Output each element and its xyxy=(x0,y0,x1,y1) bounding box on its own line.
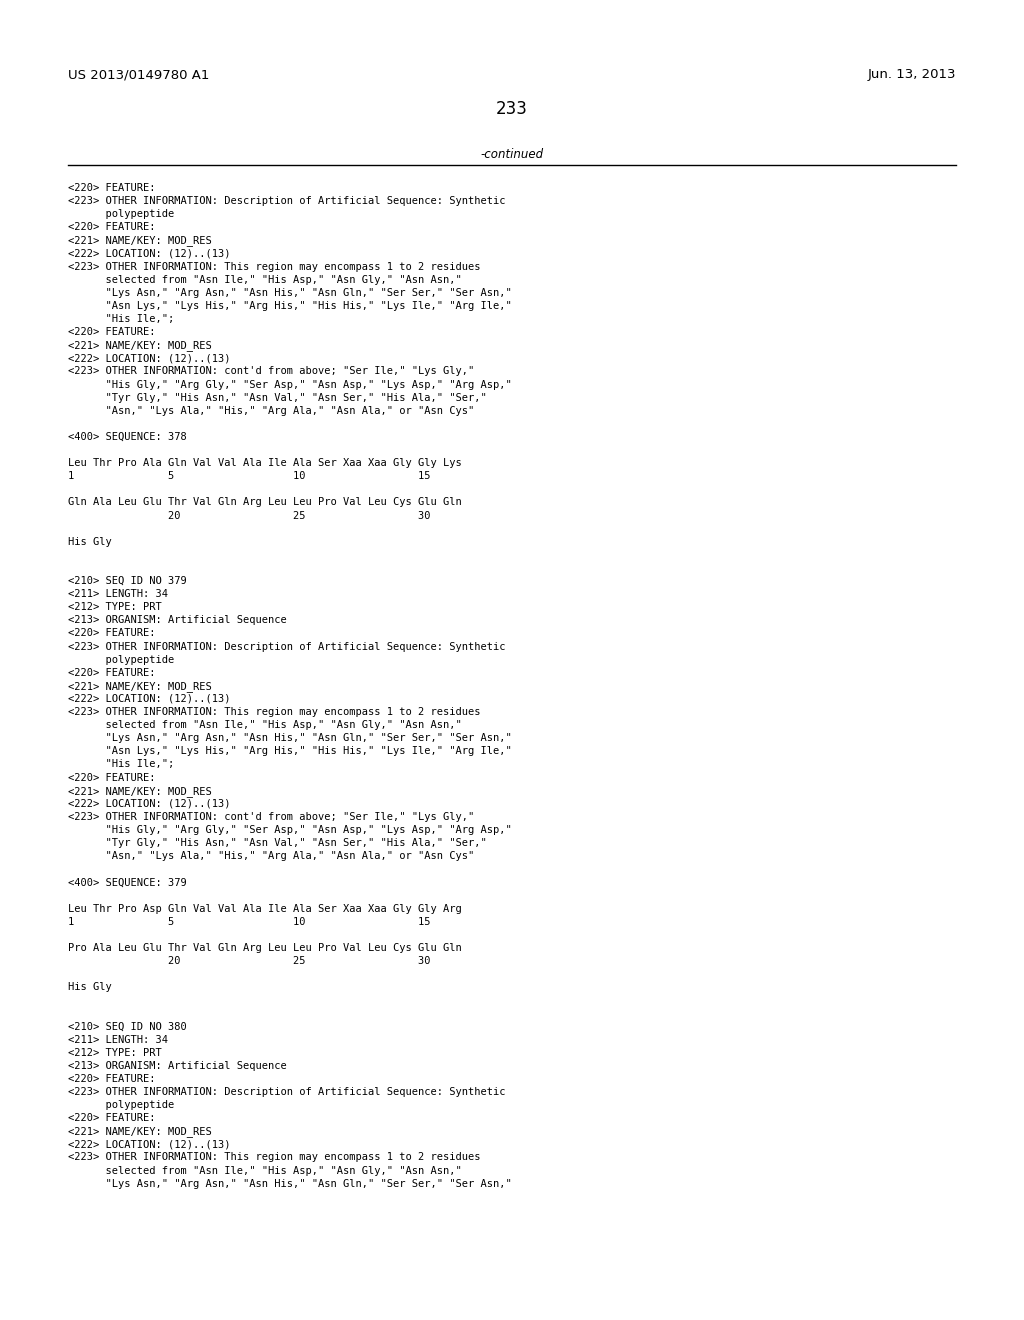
Text: <400> SEQUENCE: 379: <400> SEQUENCE: 379 xyxy=(68,878,186,887)
Text: 20                  25                  30: 20 25 30 xyxy=(68,956,430,966)
Text: "Asn," "Lys Ala," "His," "Arg Ala," "Asn Ala," or "Asn Cys": "Asn," "Lys Ala," "His," "Arg Ala," "Asn… xyxy=(68,405,474,416)
Text: <223> OTHER INFORMATION: cont'd from above; "Ser Ile," "Lys Gly,": <223> OTHER INFORMATION: cont'd from abo… xyxy=(68,812,474,822)
Text: selected from "Asn Ile," "His Asp," "Asn Gly," "Asn Asn,": selected from "Asn Ile," "His Asp," "Asn… xyxy=(68,1166,462,1176)
Text: polypeptide: polypeptide xyxy=(68,209,174,219)
Text: <212> TYPE: PRT: <212> TYPE: PRT xyxy=(68,602,162,612)
Text: "Lys Asn," "Arg Asn," "Asn His," "Asn Gln," "Ser Ser," "Ser Asn,": "Lys Asn," "Arg Asn," "Asn His," "Asn Gl… xyxy=(68,733,512,743)
Text: "Asn," "Lys Ala," "His," "Arg Ala," "Asn Ala," or "Asn Cys": "Asn," "Lys Ala," "His," "Arg Ala," "Asn… xyxy=(68,851,474,861)
Text: <220> FEATURE:: <220> FEATURE: xyxy=(68,1113,156,1123)
Text: selected from "Asn Ile," "His Asp," "Asn Gly," "Asn Asn,": selected from "Asn Ile," "His Asp," "Asn… xyxy=(68,275,462,285)
Text: Leu Thr Pro Ala Gln Val Val Ala Ile Ala Ser Xaa Xaa Gly Gly Lys: Leu Thr Pro Ala Gln Val Val Ala Ile Ala … xyxy=(68,458,462,469)
Text: "Asn Lys," "Lys His," "Arg His," "His His," "Lys Ile," "Arg Ile,": "Asn Lys," "Lys His," "Arg His," "His Hi… xyxy=(68,746,512,756)
Text: <221> NAME/KEY: MOD_RES: <221> NAME/KEY: MOD_RES xyxy=(68,235,212,247)
Text: selected from "Asn Ile," "His Asp," "Asn Gly," "Asn Asn,": selected from "Asn Ile," "His Asp," "Asn… xyxy=(68,721,462,730)
Text: <220> FEATURE:: <220> FEATURE: xyxy=(68,1073,156,1084)
Text: <223> OTHER INFORMATION: This region may encompass 1 to 2 residues: <223> OTHER INFORMATION: This region may… xyxy=(68,708,480,717)
Text: "His Gly," "Arg Gly," "Ser Asp," "Asn Asp," "Lys Asp," "Arg Asp,": "His Gly," "Arg Gly," "Ser Asp," "Asn As… xyxy=(68,380,512,389)
Text: <220> FEATURE:: <220> FEATURE: xyxy=(68,183,156,193)
Text: <223> OTHER INFORMATION: Description of Artificial Sequence: Synthetic: <223> OTHER INFORMATION: Description of … xyxy=(68,642,506,652)
Text: <223> OTHER INFORMATION: This region may encompass 1 to 2 residues: <223> OTHER INFORMATION: This region may… xyxy=(68,261,480,272)
Text: His Gly: His Gly xyxy=(68,537,112,546)
Text: His Gly: His Gly xyxy=(68,982,112,993)
Text: <222> LOCATION: (12)..(13): <222> LOCATION: (12)..(13) xyxy=(68,799,230,809)
Text: <222> LOCATION: (12)..(13): <222> LOCATION: (12)..(13) xyxy=(68,248,230,259)
Text: <211> LENGTH: 34: <211> LENGTH: 34 xyxy=(68,1035,168,1044)
Text: <400> SEQUENCE: 378: <400> SEQUENCE: 378 xyxy=(68,432,186,442)
Text: <210> SEQ ID NO 380: <210> SEQ ID NO 380 xyxy=(68,1022,186,1031)
Text: -continued: -continued xyxy=(480,148,544,161)
Text: polypeptide: polypeptide xyxy=(68,1100,174,1110)
Text: 20                  25                  30: 20 25 30 xyxy=(68,511,430,520)
Text: "Tyr Gly," "His Asn," "Asn Val," "Asn Ser," "His Ala," "Ser,": "Tyr Gly," "His Asn," "Asn Val," "Asn Se… xyxy=(68,838,486,847)
Text: <220> FEATURE:: <220> FEATURE: xyxy=(68,327,156,337)
Text: Jun. 13, 2013: Jun. 13, 2013 xyxy=(867,69,956,81)
Text: <223> OTHER INFORMATION: This region may encompass 1 to 2 residues: <223> OTHER INFORMATION: This region may… xyxy=(68,1152,480,1163)
Text: "His Ile,";: "His Ile,"; xyxy=(68,314,174,323)
Text: <223> OTHER INFORMATION: cont'd from above; "Ser Ile," "Lys Gly,": <223> OTHER INFORMATION: cont'd from abo… xyxy=(68,367,474,376)
Text: "Tyr Gly," "His Asn," "Asn Val," "Asn Ser," "His Ala," "Ser,": "Tyr Gly," "His Asn," "Asn Val," "Asn Se… xyxy=(68,392,486,403)
Text: 1               5                   10                  15: 1 5 10 15 xyxy=(68,471,430,482)
Text: <222> LOCATION: (12)..(13): <222> LOCATION: (12)..(13) xyxy=(68,354,230,363)
Text: 1               5                   10                  15: 1 5 10 15 xyxy=(68,916,430,927)
Text: "Asn Lys," "Lys His," "Arg His," "His His," "Lys Ile," "Arg Ile,": "Asn Lys," "Lys His," "Arg His," "His Hi… xyxy=(68,301,512,312)
Text: <223> OTHER INFORMATION: Description of Artificial Sequence: Synthetic: <223> OTHER INFORMATION: Description of … xyxy=(68,197,506,206)
Text: "His Ile,";: "His Ile,"; xyxy=(68,759,174,770)
Text: <221> NAME/KEY: MOD_RES: <221> NAME/KEY: MOD_RES xyxy=(68,785,212,796)
Text: "Lys Asn," "Arg Asn," "Asn His," "Asn Gln," "Ser Ser," "Ser Asn,": "Lys Asn," "Arg Asn," "Asn His," "Asn Gl… xyxy=(68,288,512,298)
Text: <210> SEQ ID NO 379: <210> SEQ ID NO 379 xyxy=(68,576,186,586)
Text: <213> ORGANISM: Artificial Sequence: <213> ORGANISM: Artificial Sequence xyxy=(68,615,287,626)
Text: <213> ORGANISM: Artificial Sequence: <213> ORGANISM: Artificial Sequence xyxy=(68,1061,287,1071)
Text: US 2013/0149780 A1: US 2013/0149780 A1 xyxy=(68,69,209,81)
Text: "Lys Asn," "Arg Asn," "Asn His," "Asn Gln," "Ser Ser," "Ser Asn,": "Lys Asn," "Arg Asn," "Asn His," "Asn Gl… xyxy=(68,1179,512,1188)
Text: <223> OTHER INFORMATION: Description of Artificial Sequence: Synthetic: <223> OTHER INFORMATION: Description of … xyxy=(68,1086,506,1097)
Text: Leu Thr Pro Asp Gln Val Val Ala Ile Ala Ser Xaa Xaa Gly Gly Arg: Leu Thr Pro Asp Gln Val Val Ala Ile Ala … xyxy=(68,903,462,913)
Text: <220> FEATURE:: <220> FEATURE: xyxy=(68,772,156,783)
Text: Gln Ala Leu Glu Thr Val Gln Arg Leu Leu Pro Val Leu Cys Glu Gln: Gln Ala Leu Glu Thr Val Gln Arg Leu Leu … xyxy=(68,498,462,507)
Text: <220> FEATURE:: <220> FEATURE: xyxy=(68,222,156,232)
Text: 233: 233 xyxy=(496,100,528,117)
Text: <221> NAME/KEY: MOD_RES: <221> NAME/KEY: MOD_RES xyxy=(68,341,212,351)
Text: <220> FEATURE:: <220> FEATURE: xyxy=(68,668,156,677)
Text: <211> LENGTH: 34: <211> LENGTH: 34 xyxy=(68,589,168,599)
Text: polypeptide: polypeptide xyxy=(68,655,174,664)
Text: <221> NAME/KEY: MOD_RES: <221> NAME/KEY: MOD_RES xyxy=(68,1126,212,1137)
Text: <212> TYPE: PRT: <212> TYPE: PRT xyxy=(68,1048,162,1057)
Text: <222> LOCATION: (12)..(13): <222> LOCATION: (12)..(13) xyxy=(68,694,230,704)
Text: <221> NAME/KEY: MOD_RES: <221> NAME/KEY: MOD_RES xyxy=(68,681,212,692)
Text: Pro Ala Leu Glu Thr Val Gln Arg Leu Leu Pro Val Leu Cys Glu Gln: Pro Ala Leu Glu Thr Val Gln Arg Leu Leu … xyxy=(68,942,462,953)
Text: "His Gly," "Arg Gly," "Ser Asp," "Asn Asp," "Lys Asp," "Arg Asp,": "His Gly," "Arg Gly," "Ser Asp," "Asn As… xyxy=(68,825,512,836)
Text: <220> FEATURE:: <220> FEATURE: xyxy=(68,628,156,639)
Text: <222> LOCATION: (12)..(13): <222> LOCATION: (12)..(13) xyxy=(68,1139,230,1150)
